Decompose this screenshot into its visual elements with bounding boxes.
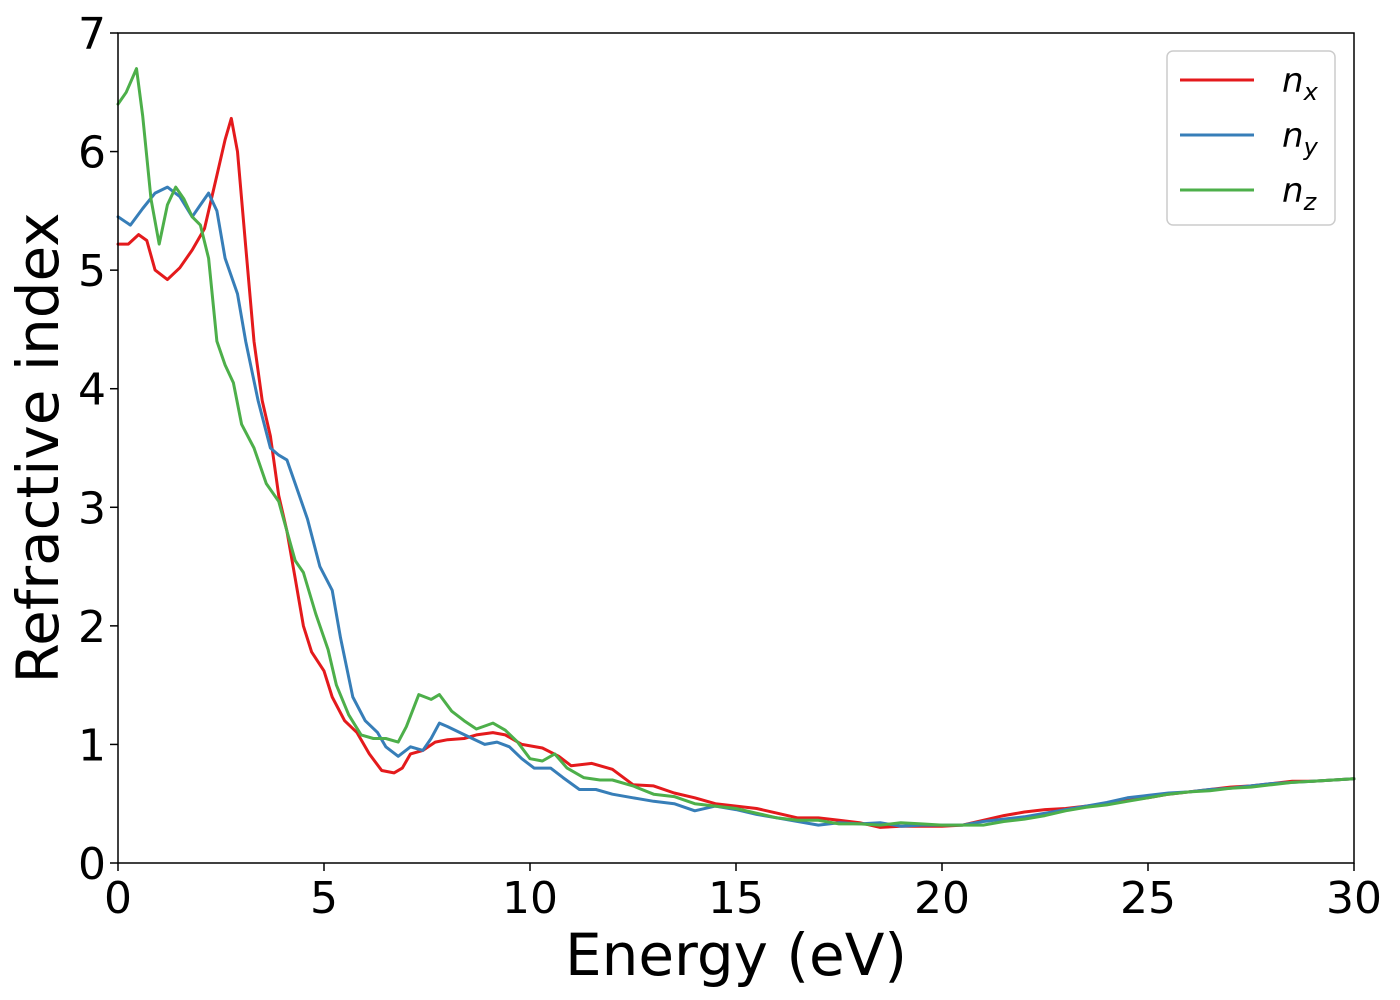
y-axis-label: Refractive index: [4, 212, 72, 683]
legend-box: [1166, 50, 1336, 226]
series-line-nx: [116, 116, 1356, 829]
y-tick-label: 6: [78, 128, 106, 179]
legend-label-nz: nz: [1282, 171, 1318, 216]
plot-frame: [117, 32, 1355, 864]
x-axis: 0 5 10 15 20 25 30: [104, 863, 1382, 924]
x-tick-label: 10: [502, 873, 558, 924]
x-tick-label: 0: [104, 873, 132, 924]
y-axis: 0 1 2 3 4 5 6 7: [78, 9, 118, 890]
legend-label-subscript: x: [1303, 78, 1319, 106]
x-tick-label: 25: [1120, 873, 1176, 924]
y-tick-label: 7: [78, 9, 106, 60]
x-tick-label: 15: [708, 873, 764, 924]
x-tick-label: 30: [1326, 873, 1382, 924]
y-tick-label: 3: [78, 483, 106, 534]
legend-label-subscript: z: [1303, 188, 1318, 216]
y-tick-label: 5: [78, 246, 106, 297]
plot-area: [116, 67, 1356, 829]
x-tick-label: 20: [914, 873, 970, 924]
legend-label-subscript: y: [1303, 133, 1319, 161]
legend-label-nx: nx: [1282, 61, 1319, 106]
y-tick-label: 4: [78, 365, 106, 416]
legend-label-main: n: [1282, 116, 1304, 156]
legend-label-ny: ny: [1282, 116, 1319, 161]
y-tick-label: 2: [78, 602, 106, 653]
x-axis-label: Energy (eV): [565, 921, 907, 989]
y-tick-label: 1: [78, 720, 106, 771]
y-tick-label: 0: [78, 839, 106, 890]
legend-label-main: n: [1282, 61, 1304, 101]
series-line-ny: [116, 185, 1356, 828]
x-tick-label: 5: [310, 873, 338, 924]
legend-label-main: n: [1282, 171, 1304, 211]
series-line-nz: [116, 67, 1356, 827]
